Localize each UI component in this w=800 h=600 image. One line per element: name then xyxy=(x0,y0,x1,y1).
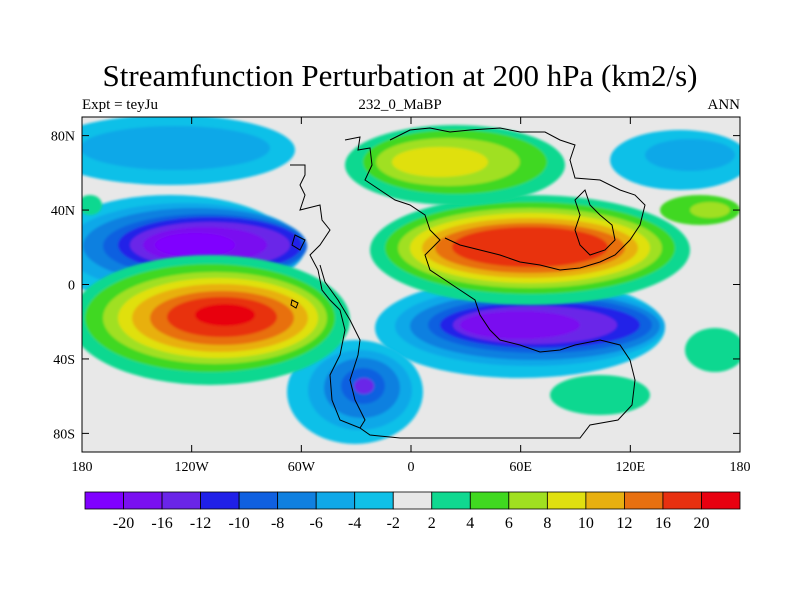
positive-cell-south-pacific xyxy=(70,255,350,385)
colorbar-label: -6 xyxy=(310,515,323,532)
y-tick-label: 40S xyxy=(53,353,75,368)
positive-cell-north-atlantic xyxy=(345,125,565,205)
colorbar-swatch xyxy=(624,492,663,509)
colorbar-swatch xyxy=(586,492,625,509)
x-tick-label: 180 xyxy=(72,460,93,475)
colorbar-swatch xyxy=(316,492,355,509)
colorbar-label: 8 xyxy=(543,515,551,532)
colorbar-label: -8 xyxy=(271,515,284,532)
colorbar-swatch xyxy=(432,492,471,509)
colorbar-label: -10 xyxy=(228,515,249,532)
colorbar-swatch xyxy=(701,492,740,509)
y-tick-label: 80N xyxy=(51,130,75,145)
x-tick-label: 0 xyxy=(408,460,415,475)
colorbar-swatch xyxy=(124,492,163,509)
colorbar-swatch xyxy=(355,492,394,509)
colorbar-swatch xyxy=(201,492,240,509)
y-tick-label: 40N xyxy=(51,204,75,219)
colorbar-swatch xyxy=(393,492,432,509)
x-tick-label: 60E xyxy=(509,460,532,475)
colorbar-swatch xyxy=(162,492,201,509)
colorbar-label: 2 xyxy=(428,515,436,532)
colorbar-swatch xyxy=(470,492,509,509)
colorbar-label: -4 xyxy=(348,515,361,532)
y-tick-label: 80S xyxy=(53,427,75,442)
colorbar-label: -2 xyxy=(387,515,400,532)
colorbar-label: -12 xyxy=(190,515,211,532)
colorbar-label: -20 xyxy=(113,515,134,532)
colorbar: -20 -16 -12 -10 -8 -6 -4 -2 2 4 6 8 10 12 16 20 xyxy=(85,492,740,532)
colorbar-swatch xyxy=(509,492,548,509)
colorbar-label: 10 xyxy=(578,515,594,532)
positive-cell-asia xyxy=(370,195,690,305)
colorbar-label: -16 xyxy=(151,515,172,532)
colorbar-label: 12 xyxy=(616,515,632,532)
x-tick-label: 120E xyxy=(616,460,646,475)
colorbar-swatch xyxy=(278,492,317,509)
y-tick-label: 0 xyxy=(68,279,75,294)
x-tick-label: 120W xyxy=(175,460,210,475)
colorbar-label: 16 xyxy=(655,515,671,532)
colorbar-label: 6 xyxy=(505,515,513,532)
colorbar-swatch xyxy=(663,492,702,509)
colorbar-swatch xyxy=(85,492,124,509)
colorbar-swatch xyxy=(239,492,278,509)
colorbar-label: 4 xyxy=(466,515,474,532)
x-tick-label: 60W xyxy=(288,460,316,475)
colorbar-swatch xyxy=(547,492,586,509)
x-tick-label: 180 xyxy=(730,460,751,475)
colorbar-label: 20 xyxy=(693,515,709,532)
